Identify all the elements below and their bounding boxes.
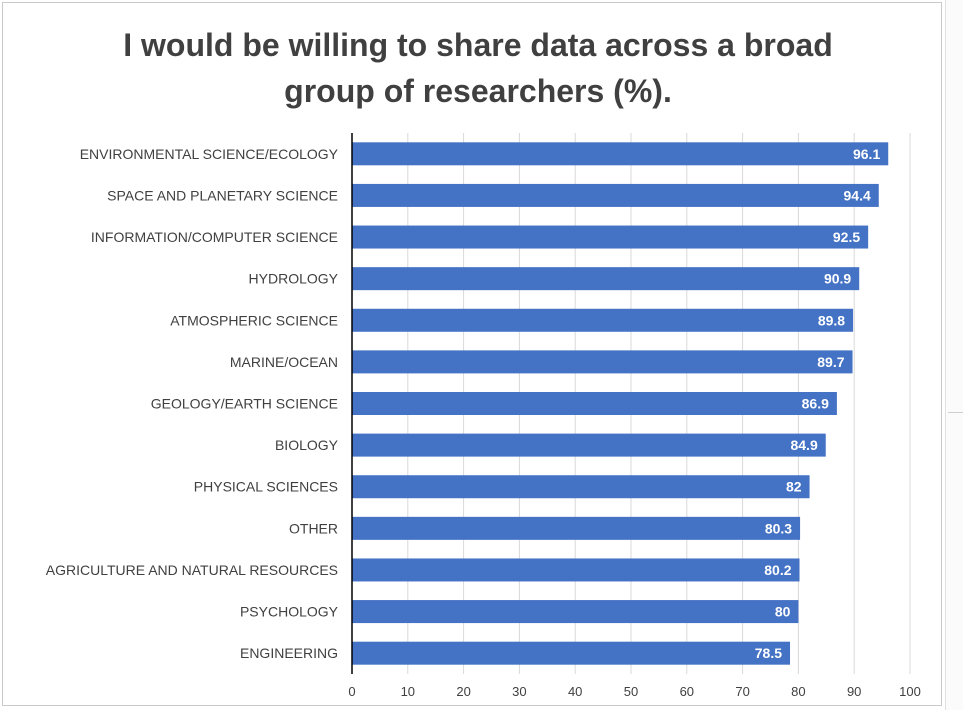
data-label: 89.8 [818, 312, 845, 328]
data-label: 84.9 [790, 437, 817, 453]
category-label: AGRICULTURE AND NATURAL RESOURCES [46, 562, 338, 578]
x-tick-label: 60 [680, 684, 694, 699]
bar [352, 350, 853, 374]
bar [352, 267, 860, 291]
category-label: ENVIRONMENTAL SCIENCE/ECOLOGY [80, 146, 339, 162]
x-tick-label: 80 [791, 684, 805, 699]
data-label: 80.2 [764, 562, 791, 578]
x-tick-label: 50 [624, 684, 638, 699]
bar [352, 516, 801, 540]
labels: 0 10 20 30 40 50 60 70 80 90 100 ENVIRONMENTAL SCIE… [46, 146, 921, 699]
bar [352, 641, 791, 665]
adjacent-panel-edge [945, 0, 963, 710]
x-tick-label: 70 [735, 684, 749, 699]
data-label: 96.1 [853, 146, 880, 162]
bar [352, 225, 869, 249]
x-tick-label: 0 [348, 684, 355, 699]
bar [352, 392, 837, 415]
data-label: 80.3 [765, 520, 792, 536]
category-label: ATMOSPHERIC SCIENCE [170, 312, 338, 328]
category-label: MARINE/OCEAN [230, 354, 338, 370]
category-label: SPACE AND PLANETARY SCIENCE [107, 187, 338, 203]
bar [352, 558, 800, 582]
category-label: HYDROLOGY [249, 271, 339, 287]
bar [352, 308, 854, 332]
data-label: 94.4 [844, 187, 871, 203]
x-tick-label: 30 [512, 684, 526, 699]
data-label: 92.5 [833, 229, 860, 245]
chart-title: I would be willing to share data across … [123, 27, 833, 109]
x-tick-label: 40 [568, 684, 582, 699]
x-tick-label: 100 [899, 684, 921, 699]
category-label: GEOLOGY/EARTH SCIENCE [151, 396, 338, 412]
category-label: INFORMATION/COMPUTER SCIENCE [91, 229, 338, 245]
x-tick-label: 10 [401, 684, 415, 699]
category-label: PSYCHOLOGY [240, 604, 339, 620]
category-label: PHYSICAL SCIENCES [194, 479, 338, 495]
x-tick-label: 20 [456, 684, 470, 699]
data-label: 89.7 [817, 354, 844, 370]
data-label: 90.9 [824, 271, 851, 287]
category-label: ENGINEERING [240, 645, 338, 661]
x-tick-label: 90 [847, 684, 861, 699]
bar [352, 475, 810, 499]
data-label: 86.9 [802, 396, 829, 412]
bar [352, 183, 879, 207]
data-label: 78.5 [755, 645, 782, 661]
adjacent-panel-divider [948, 412, 963, 413]
category-label: OTHER [289, 520, 338, 536]
data-label: 80 [775, 604, 791, 620]
data-label: 82 [786, 479, 802, 495]
bar [352, 600, 799, 624]
bar [352, 142, 889, 166]
category-label: BIOLOGY [275, 437, 339, 453]
bar [352, 433, 826, 457]
bars [352, 142, 889, 665]
